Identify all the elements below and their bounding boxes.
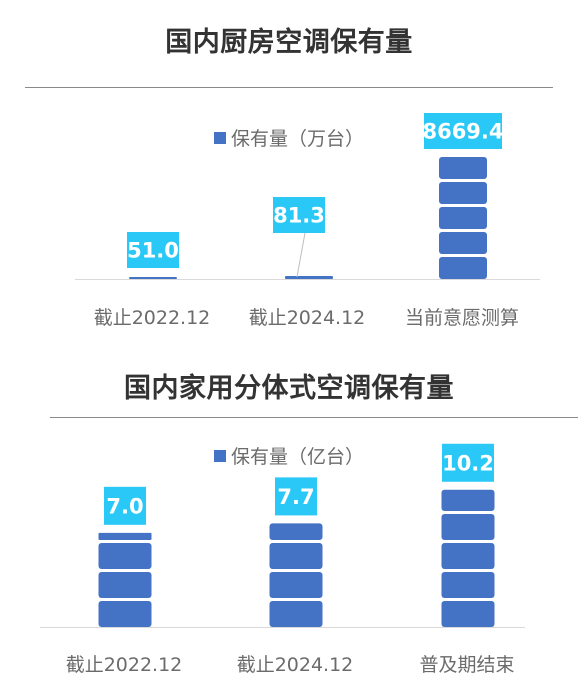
data-label: 81.3 [273, 204, 325, 228]
x-tick-label: 当前意愿测算 [404, 307, 519, 329]
x-tick-label: 截止2024.12 [236, 654, 354, 676]
data-label-box [104, 486, 146, 525]
bar-block [439, 257, 487, 279]
bar-block [441, 543, 495, 569]
legend-label: 保有量（亿台） [230, 446, 364, 468]
bar-block [269, 572, 323, 598]
legend: 保有量（亿台） [0, 442, 578, 469]
data-label-box [424, 113, 502, 149]
bar-block [439, 157, 487, 179]
bar [98, 532, 152, 627]
bar [129, 277, 177, 279]
bar-block [98, 543, 152, 569]
legend-swatch [213, 132, 226, 144]
bar [439, 157, 487, 279]
data-label: 51.0 [127, 239, 179, 263]
x-tick-label: 截止2022.12 [93, 307, 211, 329]
data-label: 10.2 [442, 451, 494, 475]
bar-block [269, 601, 323, 627]
data-label: 7.0 [106, 494, 143, 518]
chart-title: 国内厨房空调保有量 [165, 27, 413, 58]
bar-block [98, 572, 152, 598]
bar-block [269, 523, 323, 540]
plot-area: 7.0 7.7 10.2 [98, 443, 495, 627]
legend-swatch [213, 450, 226, 462]
chart-kitchen-ac: 国内厨房空调保有量 保有量（万台） 51.0 81.3 8669.4 截止2022.… [0, 0, 578, 340]
legend: 保有量（万台） [0, 124, 578, 151]
chart-split-ac: 国内家用分体式空调保有量 保有量（亿台） 7.0 7.7 10.2 截止2022.1… [0, 340, 578, 686]
data-label-box [273, 197, 325, 233]
data-label-box [127, 232, 179, 268]
label-leader-line [296, 232, 306, 278]
bar-block [98, 532, 152, 540]
bar-block [441, 601, 495, 627]
bar-block [98, 601, 152, 627]
bar [269, 523, 323, 627]
bar-block [439, 207, 487, 229]
data-label: 7.7 [277, 485, 314, 509]
data-label-box [275, 477, 317, 516]
bar-block [269, 543, 323, 569]
x-axis-line [40, 627, 525, 628]
x-tick-label: 截止2024.12 [248, 307, 366, 329]
x-tick-label: 截止2022.12 [65, 654, 183, 676]
data-label: 8669.4 [422, 120, 503, 144]
legend-label: 保有量（万台） [230, 128, 364, 150]
plot-area: 51.0 81.3 8669.4 [127, 113, 504, 279]
bar-block [129, 277, 177, 279]
bar-block [439, 182, 487, 204]
bar-block [439, 232, 487, 254]
title-rule [50, 417, 578, 418]
title-rule [25, 87, 553, 88]
bar-block [441, 514, 495, 540]
x-axis-line [75, 279, 540, 280]
data-label-box [442, 443, 494, 482]
x-tick-label: 普及期结束 [419, 654, 515, 676]
chart-title: 国内家用分体式空调保有量 [124, 373, 454, 404]
bar-block [441, 572, 495, 598]
bar [441, 489, 495, 627]
bar-block [441, 489, 495, 511]
